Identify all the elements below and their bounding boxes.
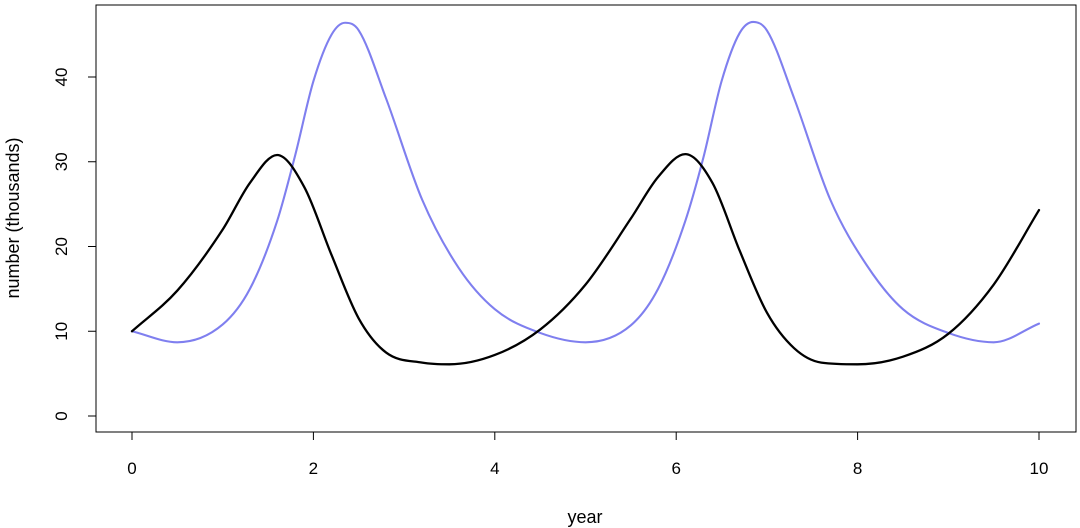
plot-lines <box>130 20 1041 366</box>
x-tick-label: 2 <box>309 459 318 478</box>
y-axis-title: number (thousands) <box>3 137 23 298</box>
y-tick-label: 20 <box>52 237 71 256</box>
x-axis-title: year <box>567 507 602 527</box>
x-tick-label: 10 <box>1030 459 1049 478</box>
y-tick-label: 30 <box>52 152 71 171</box>
series-line-2 <box>130 20 1041 344</box>
x-tick-label: 6 <box>671 459 680 478</box>
x-tick-label: 8 <box>853 459 862 478</box>
x-tick-label: 0 <box>127 459 136 478</box>
x-tick-label: 4 <box>490 459 499 478</box>
y-tick-label: 40 <box>52 68 71 87</box>
x-axis: 0 2 4 6 8 10 <box>127 431 1049 478</box>
y-tick-label: 10 <box>52 322 71 341</box>
series-line-1 <box>130 152 1041 366</box>
y-tick-label: 0 <box>52 411 71 420</box>
y-axis: 0 10 20 30 40 <box>52 68 97 421</box>
plot-area-border <box>95 4 1077 433</box>
